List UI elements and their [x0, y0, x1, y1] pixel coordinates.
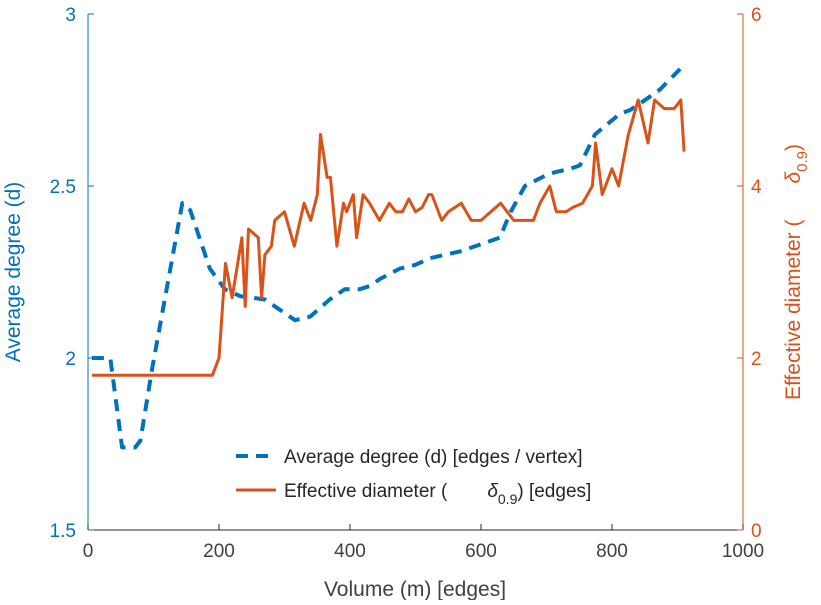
- right-y-tick-label: 4: [751, 177, 762, 198]
- left-y-tick-label: 2.5: [50, 177, 76, 198]
- series-lines: [91, 67, 686, 450]
- average-degree-point: [499, 237, 500, 238]
- average-degree-point: [370, 285, 371, 286]
- x-tick-label: 800: [596, 541, 628, 562]
- x-tick-label: 600: [465, 541, 497, 562]
- right-y-tick-label: 6: [751, 5, 762, 26]
- legend-label-average-degree: Average degree (d) [edges / vertex]: [284, 447, 583, 468]
- x-tick-label: 0: [83, 541, 94, 562]
- left-y-tick-label: 3: [65, 5, 76, 26]
- left-y-axis-label: Average degree (d): [2, 182, 25, 363]
- average-degree-point: [545, 175, 546, 176]
- average-degree-point: [429, 258, 430, 259]
- right-y-axis-label: Effective diameter (δ0.9): [782, 144, 811, 400]
- left-y-tick-label: 1.5: [50, 521, 76, 542]
- x-axis-label: Volume (m) [edges]: [324, 578, 506, 600]
- legend-label-effective-diameter: Effective diameter (δ0.9) [edges]: [284, 481, 591, 507]
- x-tick-label: 200: [203, 541, 235, 562]
- x-tick-label: 1000: [722, 541, 764, 562]
- axes: 0 200 400 600 800 1000 1.5 2 2.5 3 0 2 4 6: [50, 5, 765, 562]
- average-degree-point: [444, 254, 445, 255]
- effective-diameter-line: [91, 98, 686, 377]
- legend: Average degree (d) [edges / vertex] Effe…: [236, 447, 591, 507]
- average-degree-point: [619, 113, 620, 114]
- x-tick-label: 400: [334, 541, 366, 562]
- average-degree-point: [110, 358, 111, 359]
- right-y-tick-label: 2: [751, 349, 762, 370]
- average-degree-point: [570, 168, 571, 169]
- left-y-tick-label: 2: [65, 349, 76, 370]
- right-y-tick-label: 0: [751, 521, 762, 542]
- average-degree-line: [91, 67, 682, 450]
